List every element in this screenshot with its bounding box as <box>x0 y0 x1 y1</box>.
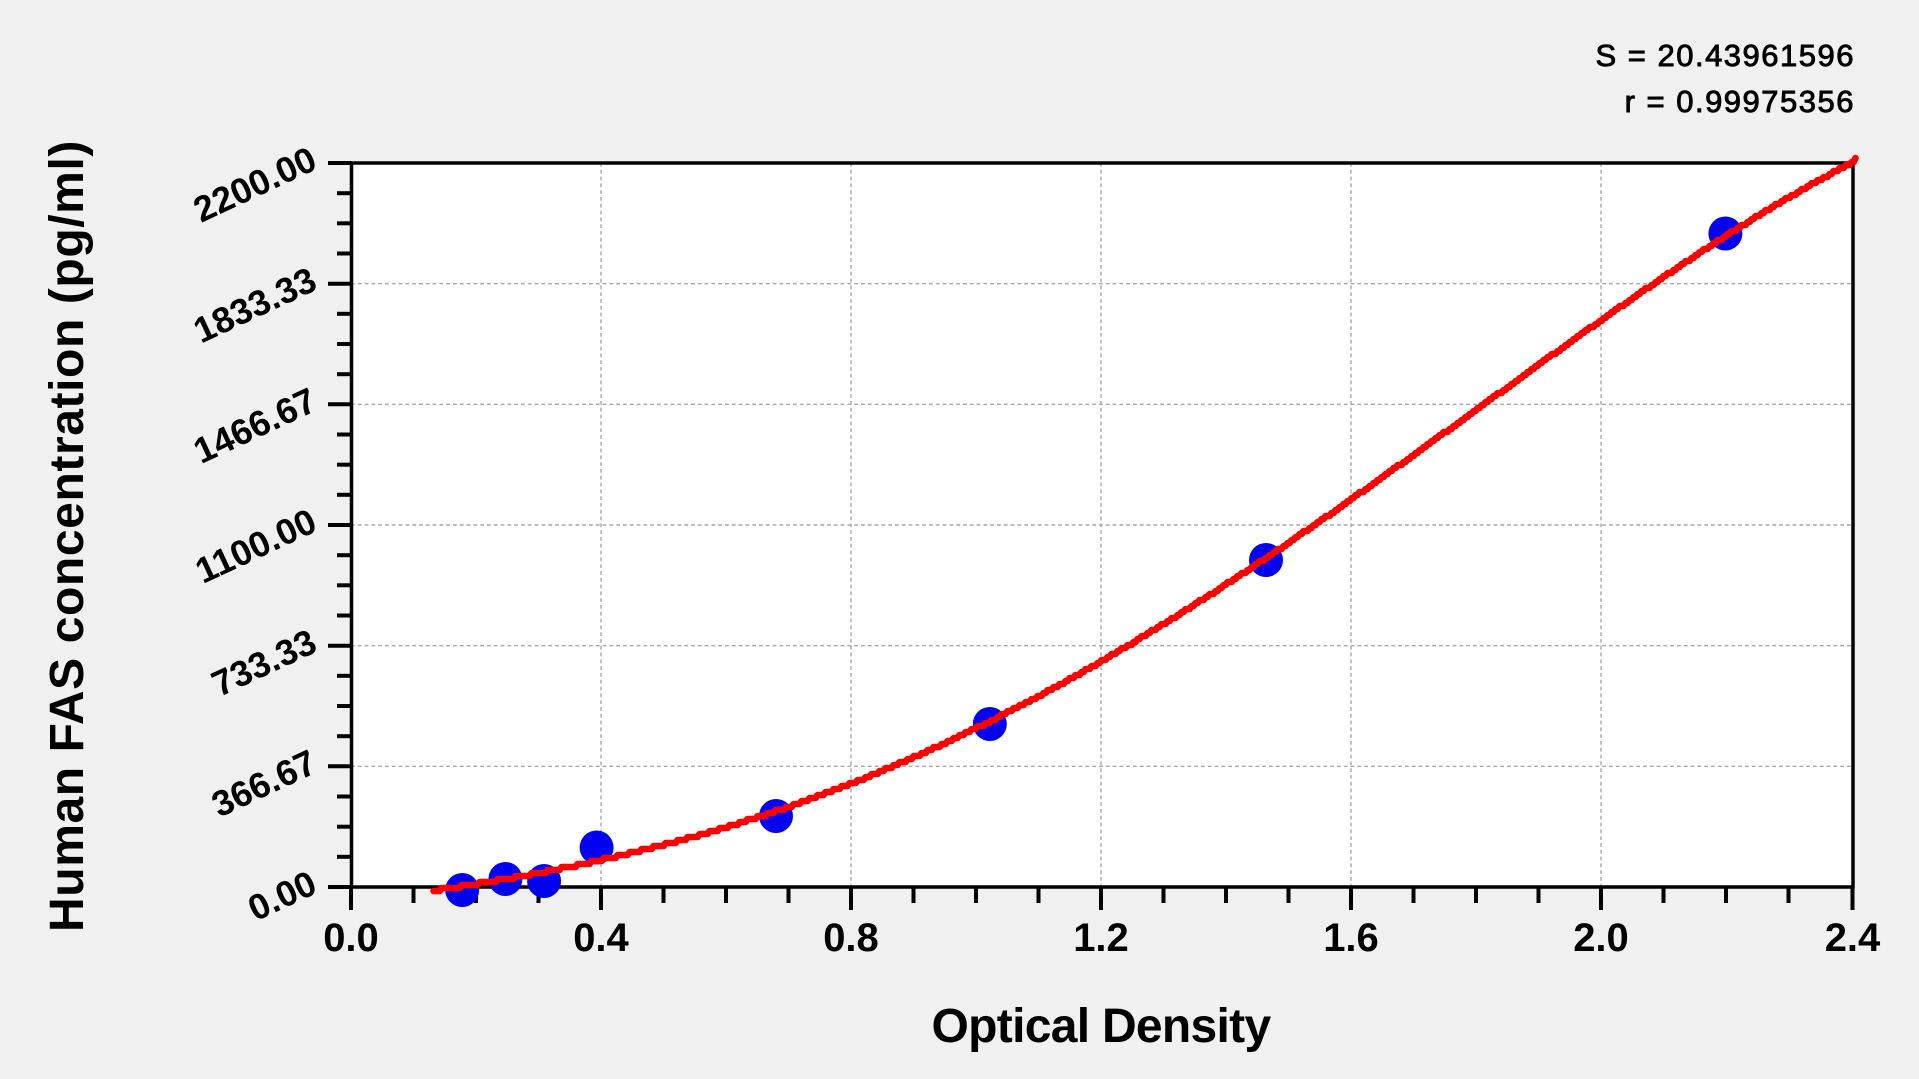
svg-text:0.4: 0.4 <box>573 916 629 960</box>
svg-text:Optical Density: Optical Density <box>932 1000 1272 1053</box>
svg-text:0.8: 0.8 <box>823 916 879 960</box>
svg-text:Human FAS concentration (pg/ml: Human FAS concentration (pg/ml) <box>41 140 94 932</box>
svg-text:2.4: 2.4 <box>1825 916 1881 960</box>
svg-text:2.0: 2.0 <box>1573 916 1629 960</box>
svg-text:1.2: 1.2 <box>1073 916 1129 960</box>
svg-text:r = 0.99975356: r = 0.99975356 <box>1625 84 1855 119</box>
svg-text:0.0: 0.0 <box>323 916 379 960</box>
svg-text:1.6: 1.6 <box>1323 916 1379 960</box>
svg-text:S = 20.43961596: S = 20.43961596 <box>1595 38 1855 73</box>
